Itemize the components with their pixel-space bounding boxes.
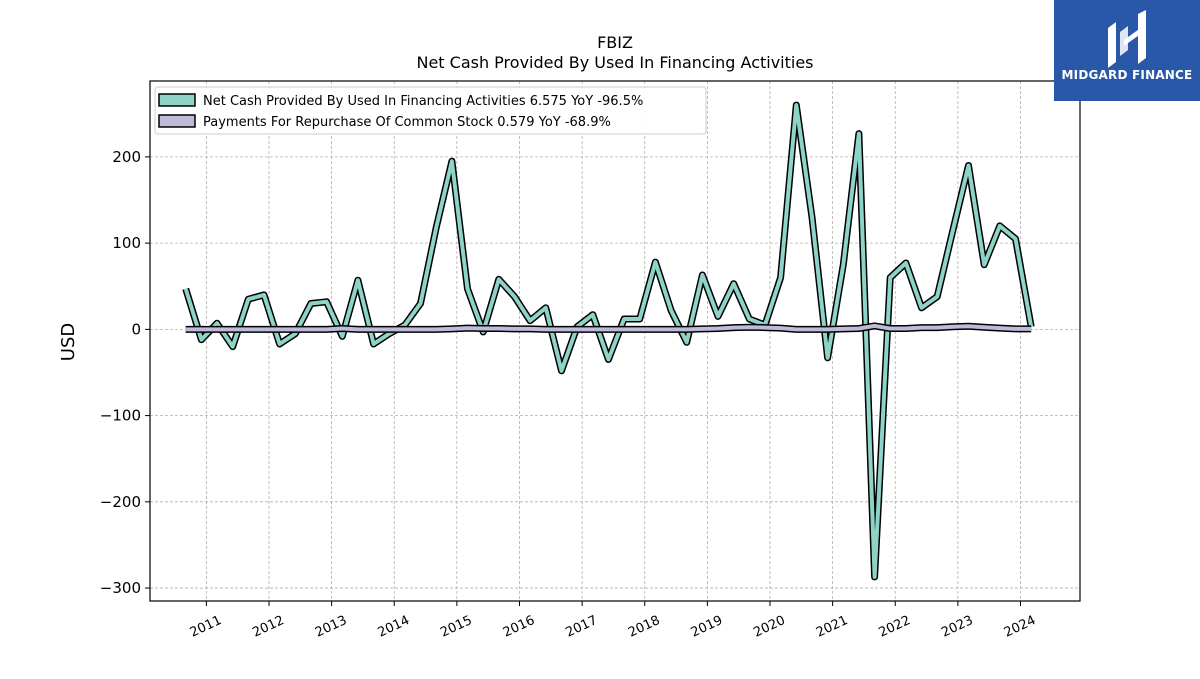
legend-swatch-repurchase <box>159 115 195 127</box>
brand-logo: MIDGARD FINANCE <box>1054 0 1200 101</box>
y-tick-label: −300 <box>100 579 141 597</box>
legend-swatch-net-cash <box>159 94 195 106</box>
x-tick-label: 2019 <box>689 613 725 641</box>
x-tick-label: 2018 <box>626 613 662 641</box>
midgard-logo-icon <box>1102 10 1152 70</box>
y-tick-label: 100 <box>112 234 141 252</box>
brand-logo-text: MIDGARD FINANCE <box>1054 68 1200 82</box>
legend-label-net-cash: Net Cash Provided By Used In Financing A… <box>203 94 643 109</box>
x-tick-label: 2015 <box>438 613 474 641</box>
x-tick-label: 2017 <box>563 613 599 641</box>
legend-label-repurchase: Payments For Repurchase Of Common Stock … <box>203 115 611 130</box>
series-layer <box>186 105 1032 577</box>
y-tick-label: 200 <box>112 148 141 166</box>
y-ticks: −300 −200 −100 0 100 200 <box>100 148 150 597</box>
x-tick-label: 2014 <box>376 613 412 641</box>
y-tick-label: 0 <box>131 320 141 338</box>
x-tick-label: 2020 <box>751 613 787 641</box>
x-tick-label: 2023 <box>939 613 975 641</box>
y-axis-label: USD <box>58 323 79 361</box>
x-tick-label: 2021 <box>814 613 850 641</box>
y-tick-label: −100 <box>100 407 141 425</box>
x-tick-label: 2024 <box>1002 613 1038 641</box>
series-outline-net-cash <box>186 105 1031 577</box>
x-tick-label: 2022 <box>877 613 913 641</box>
x-tick-label: 2011 <box>188 613 224 641</box>
chart-subtitle: Net Cash Provided By Used In Financing A… <box>416 53 813 72</box>
series-line-net-cash <box>186 105 1031 577</box>
legend: Net Cash Provided By Used In Financing A… <box>155 87 706 134</box>
x-tick-label: 2012 <box>250 613 286 641</box>
x-tick-label: 2016 <box>501 613 537 641</box>
y-tick-label: −200 <box>100 493 141 511</box>
x-ticks: 2011 2012 2013 2014 2015 2016 2017 2018 2019 2020… <box>188 601 1038 641</box>
x-tick-label: 2013 <box>313 613 349 641</box>
chart-title: FBIZ <box>597 33 633 52</box>
